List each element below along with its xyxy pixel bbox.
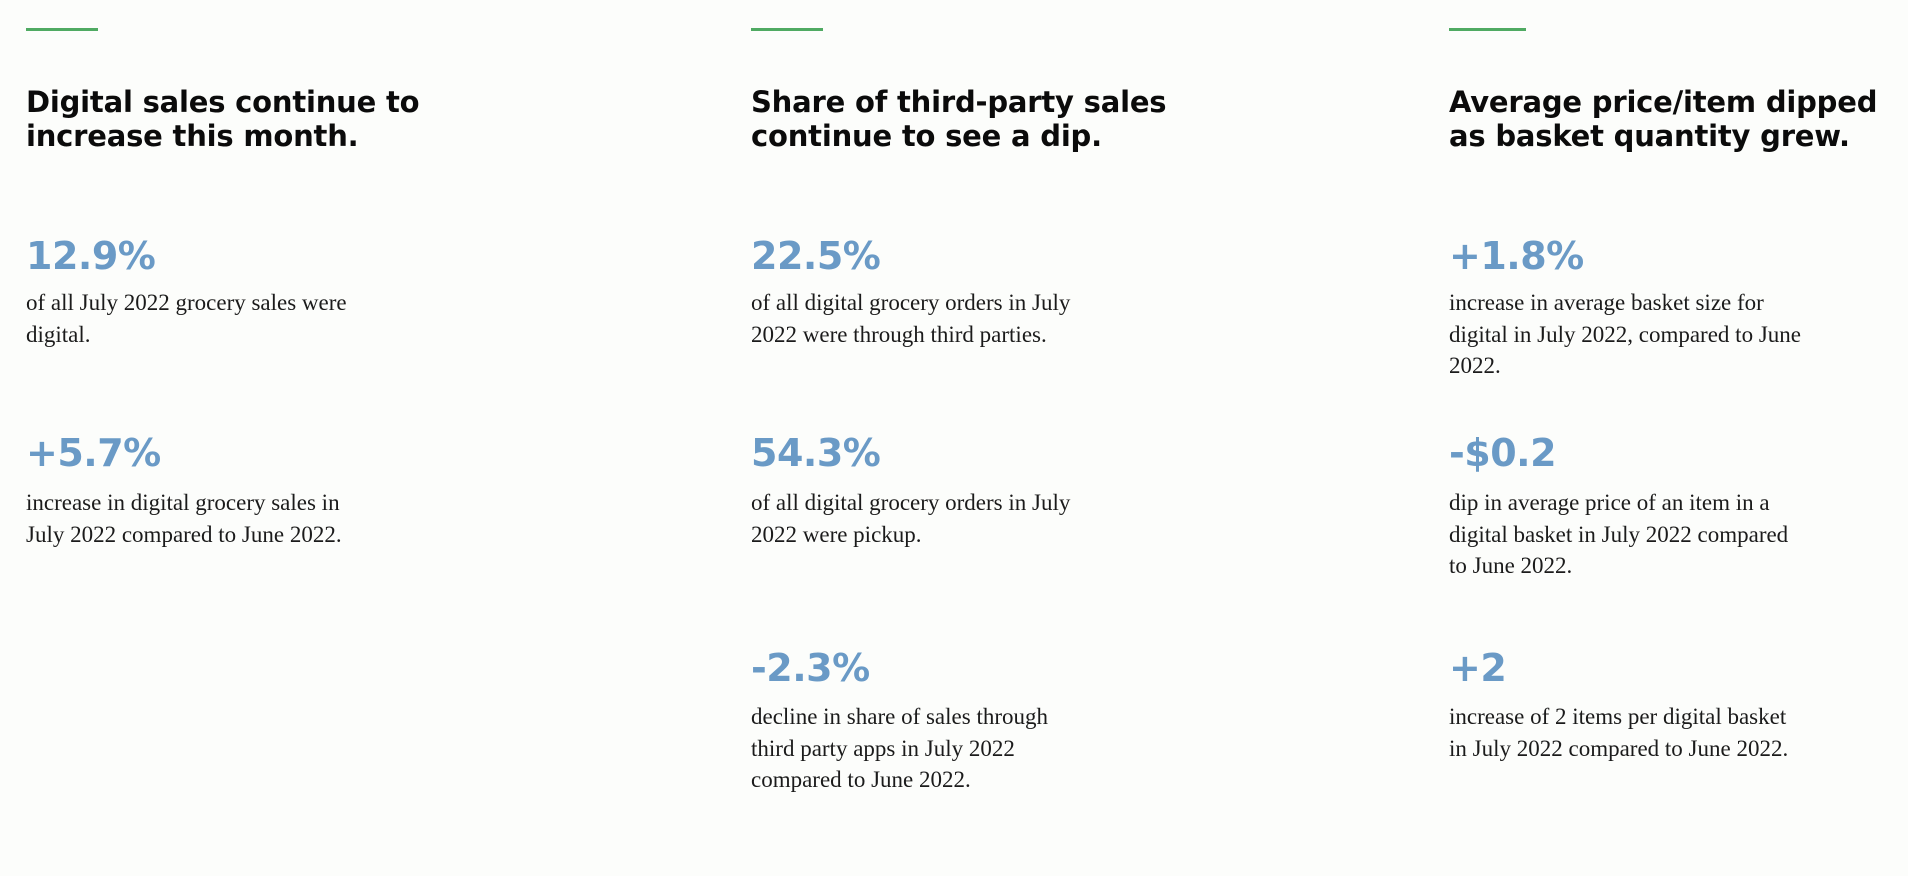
stat-description: decline in share of sales through third …: [751, 701, 1048, 796]
stat-description-line: increase of 2 items per digital basket: [1449, 704, 1787, 729]
stat-description-line: July 2022 compared to June 2022.: [26, 521, 342, 547]
stat-block: +5.7%: [26, 433, 161, 473]
stat-block: -$0.2: [1449, 431, 1557, 475]
stat-description-line: digital basket in July 2022 compared: [1449, 521, 1789, 547]
stat-description: of all July 2022 grocery sales were digi…: [26, 287, 347, 350]
stat-description-line: digital.: [26, 321, 91, 347]
stat-description: increase in digital grocery sales in Jul…: [26, 487, 342, 550]
stat-description-line: compared to June 2022.: [751, 767, 971, 792]
column-title: Share of third-party sales continue to s…: [751, 85, 1167, 153]
stat-value: 54.3%: [751, 431, 881, 475]
stat-description: increase of 2 items per digital basket i…: [1449, 701, 1788, 764]
stat-description: of all digital grocery orders in July 20…: [751, 287, 1070, 350]
stat-value: -2.3%: [751, 646, 870, 690]
stat-description-line: to June 2022.: [1449, 553, 1573, 578]
stat-description-line: digital in July 2022, compared to June: [1449, 321, 1801, 347]
stat-value: +5.7%: [26, 431, 161, 475]
stat-description-line: of all digital grocery orders in July: [751, 490, 1071, 515]
stat-value: +1.8%: [1449, 234, 1584, 278]
column-title-line: increase this month.: [26, 119, 359, 153]
stat-description-line: in July 2022 compared to June 2022.: [1449, 735, 1789, 761]
stat-description: dip in average price of an item in a dig…: [1449, 487, 1788, 582]
stat-block: 54.3%: [751, 431, 881, 475]
stat-description-line: 2022 were through third parties.: [751, 321, 1047, 347]
column-digital-sales: Digital sales continue to increase this …: [26, 0, 706, 876]
stat-description-line: decline in share of sales through: [751, 704, 1048, 729]
column-title: Digital sales continue to increase this …: [26, 85, 420, 153]
stat-block: +1.8%: [1449, 236, 1584, 276]
accent-rule: [26, 28, 98, 31]
stat-value: -$0.2: [1449, 431, 1557, 475]
stat-description-line: of all July 2022 grocery sales were: [26, 290, 347, 315]
stat-value: 22.5%: [751, 234, 881, 278]
stat-block: -2.3%: [751, 648, 870, 688]
accent-rule: [1449, 28, 1526, 31]
stat-value: +2: [1449, 646, 1507, 690]
column-title-line: continue to see a dip.: [751, 119, 1102, 153]
stat-description-line: increase in average basket size for: [1449, 290, 1764, 315]
stat-block: 12.9%: [26, 234, 156, 278]
column-title: Average price/item dipped as basket quan…: [1449, 85, 1877, 153]
stat-description-line: third party apps in July 2022: [751, 735, 1015, 761]
accent-rule: [751, 28, 823, 31]
column-title-line: as basket quantity grew.: [1449, 119, 1850, 153]
stat-block: 22.5%: [751, 234, 881, 278]
stat-block: +2: [1449, 646, 1507, 690]
column-title-line: Average price/item dipped: [1449, 85, 1878, 119]
stat-value: 12.9%: [26, 234, 156, 278]
stat-description-line: 2022.: [1449, 353, 1501, 378]
column-title-line: Digital sales continue to: [26, 85, 420, 119]
stat-description-line: increase in digital grocery sales in: [26, 490, 340, 515]
stat-description-line: dip in average price of an item in a: [1449, 490, 1770, 515]
column-average-price: Average price/item dipped as basket quan…: [1449, 0, 1908, 876]
column-third-party-sales: Share of third-party sales continue to s…: [751, 0, 1411, 876]
column-title-line: Share of third-party sales: [751, 85, 1167, 119]
stat-description-line: of all digital grocery orders in July: [751, 290, 1071, 315]
stat-description-line: 2022 were pickup.: [751, 521, 922, 547]
stat-description: increase in average basket size for digi…: [1449, 287, 1801, 382]
stat-description: of all digital grocery orders in July 20…: [751, 487, 1070, 550]
